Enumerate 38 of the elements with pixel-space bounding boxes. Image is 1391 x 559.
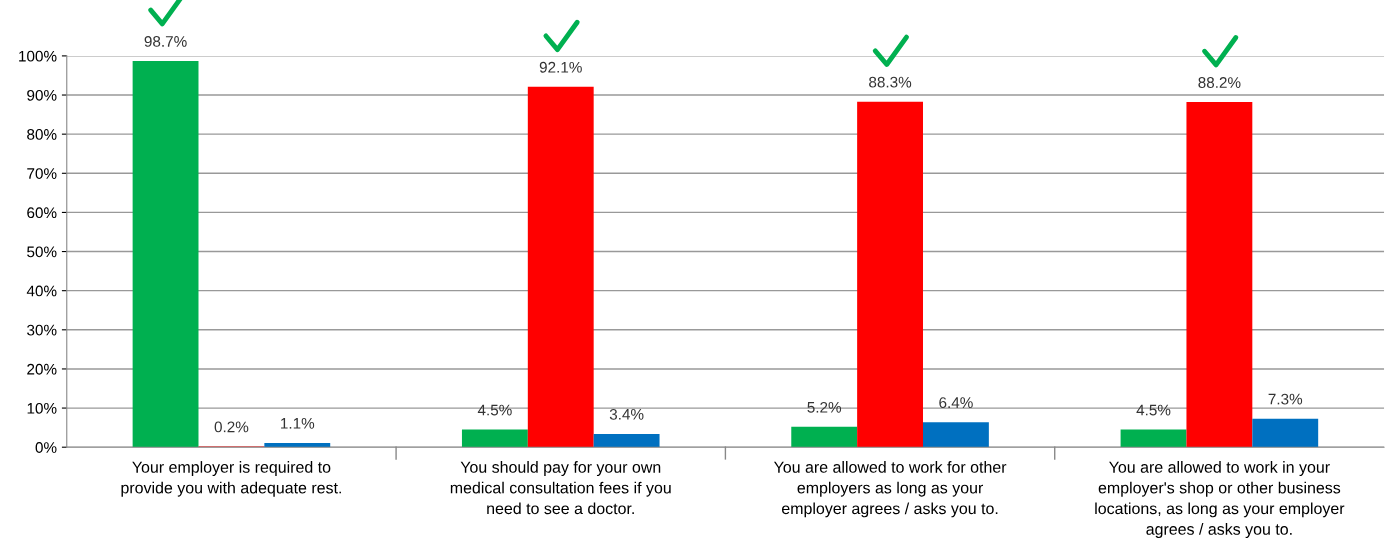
- y-tick-label: 80%: [27, 129, 57, 140]
- bar: [1120, 429, 1187, 448]
- data-label: 4.5%: [1136, 404, 1171, 416]
- x-tick-label: Your employer is required to provide you with adequate rest.: [121, 461, 341, 497]
- data-label: 6.4%: [939, 397, 973, 409]
- data-label: 88.2%: [1198, 77, 1241, 88]
- y-tick-label: 30%: [27, 324, 57, 336]
- bar: [1186, 102, 1253, 448]
- data-label: 92.1%: [539, 61, 582, 73]
- data-label: 88.3%: [869, 76, 912, 88]
- y-tick-label: 70%: [27, 168, 57, 179]
- data-label: 5.2%: [807, 401, 842, 413]
- y-tick-label: 10%: [27, 402, 57, 414]
- data-label: 98.7%: [144, 36, 187, 47]
- y-tick-label: 50%: [27, 246, 57, 258]
- x-tick-label: You are allowed to work for other employers as long as your employer agrees / asks you to.: [773, 461, 1007, 518]
- bar: [791, 426, 858, 448]
- data-label: 1.1%: [281, 418, 315, 429]
- y-tick-label: 0%: [35, 442, 57, 453]
- bar: [527, 86, 594, 448]
- data-label: 7.3%: [1268, 393, 1303, 405]
- bar: [593, 433, 660, 448]
- data-label: 4.5%: [477, 404, 512, 416]
- bar: [132, 60, 199, 448]
- y-tick-label: 60%: [27, 207, 57, 219]
- bar: [1252, 418, 1319, 448]
- y-tick-label: 90%: [27, 89, 57, 101]
- bar: [461, 429, 528, 448]
- bar: [923, 422, 989, 448]
- x-tick-label: You are allowed to work in your employer's shop or other business locations, as long as your employer agrees / asks you to.: [1095, 461, 1345, 539]
- y-tick-label: 100%: [19, 50, 57, 62]
- bar: [857, 101, 923, 448]
- data-label: 0.2%: [214, 421, 249, 433]
- y-tick-label: 20%: [27, 363, 57, 375]
- y-tick-label: 40%: [26, 285, 57, 297]
- data-label: 3.4%: [609, 408, 644, 420]
- bar: [264, 442, 331, 448]
- x-tick-label: You should pay for your own medical consultation fees if you need to see a doctor.: [450, 461, 671, 515]
